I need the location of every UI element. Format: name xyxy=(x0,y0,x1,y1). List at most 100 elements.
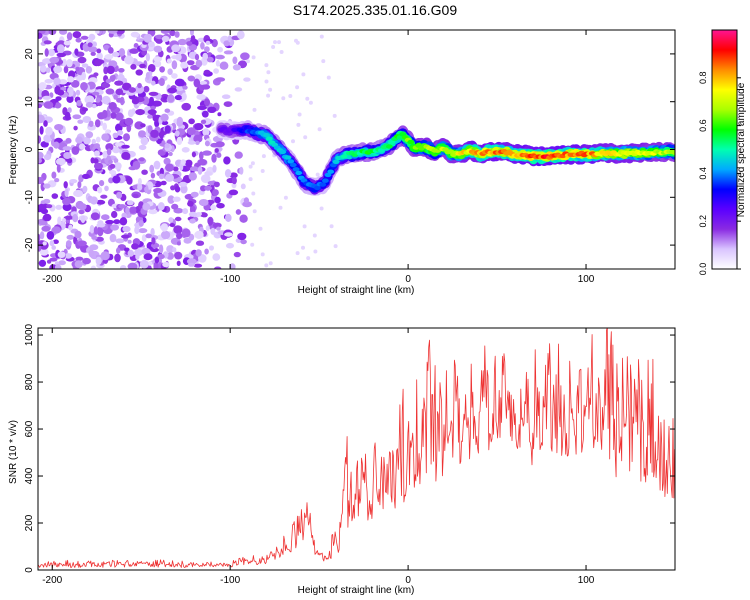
spectrogram-cell xyxy=(295,85,300,90)
spectrogram-cell xyxy=(141,234,147,242)
spectrogram-ridge-cell xyxy=(671,150,675,155)
spectrogram-cell xyxy=(144,186,149,192)
spectrogram-cell xyxy=(164,108,171,113)
spectrogram-cell xyxy=(164,125,171,134)
spectrogram-cell xyxy=(224,169,232,178)
spectrogram-cell xyxy=(104,185,109,192)
spectrogram-cell xyxy=(251,55,256,60)
spectrogram-cell xyxy=(133,43,139,48)
snr-frame xyxy=(37,327,676,571)
spectrogram-cell xyxy=(168,217,174,223)
spectrogram-cell xyxy=(38,82,46,91)
colorbar-tick-label: 0.6 xyxy=(698,119,708,132)
spectrogram-cell xyxy=(93,150,100,157)
y-tick-label: 10 xyxy=(24,96,35,108)
spectrogram-cell xyxy=(112,175,121,184)
spectrogram-cell xyxy=(172,196,181,202)
y-tick-label: 600 xyxy=(24,420,35,437)
spectrogram-cell xyxy=(150,172,156,179)
spectrogram-cell xyxy=(239,214,248,223)
spectrogram-cell xyxy=(171,44,181,53)
spectrogram-cell xyxy=(38,259,47,267)
spectrogram-cell xyxy=(145,72,150,80)
colorbar-tick-label: 0.4 xyxy=(698,167,708,180)
spectrogram-cell xyxy=(217,46,224,53)
spectrogram-ridge-cell xyxy=(265,136,273,141)
spectrogram-cell xyxy=(211,153,217,163)
spectrogram-cell xyxy=(141,169,148,175)
spectrogram-cell xyxy=(55,96,62,101)
spectrogram-cell xyxy=(114,112,124,121)
spectrogram-cell xyxy=(131,108,136,115)
spectrogram-cell xyxy=(77,56,87,64)
spectrogram-cell xyxy=(121,144,130,149)
spectrogram-cell xyxy=(210,204,217,211)
spectrogram-cell xyxy=(212,189,219,196)
spectrogram-cell xyxy=(77,181,82,189)
spectrogram-cell xyxy=(82,185,88,193)
spectrogram-ridge-cell xyxy=(332,159,340,164)
spectrogram-cell xyxy=(266,93,271,98)
spectrogram-cell xyxy=(110,112,117,119)
spectrogram-cell xyxy=(288,94,293,98)
spectrogram-cell xyxy=(75,89,81,96)
x-tick-label: 100 xyxy=(578,274,595,285)
y-tick-label: 0 xyxy=(24,567,35,573)
spectrogram-cell xyxy=(94,59,103,67)
spectrogram-cell xyxy=(111,51,120,58)
spectrogram-cell xyxy=(297,112,302,117)
spectrogram-cell xyxy=(66,32,73,41)
spectrogram-cell xyxy=(62,146,72,151)
spectrogram-cell xyxy=(233,251,241,258)
spectrogram-cell xyxy=(84,95,95,104)
spectrogram-cell xyxy=(65,240,72,247)
snr-y-label: SNR (10 * v/v) xyxy=(8,420,19,484)
spectrogram-cell xyxy=(114,253,121,263)
spectrogram-cell xyxy=(113,219,121,225)
spectrogram-cell xyxy=(221,94,231,99)
spectrogram-cell xyxy=(116,247,121,254)
colorbar-tick-label: 0.2 xyxy=(698,215,708,228)
spectrogram-cell xyxy=(163,157,171,165)
spectrogram-ridge-cell xyxy=(327,169,335,174)
spectrogram-cell xyxy=(189,205,196,214)
spectrogram-cell xyxy=(319,34,324,39)
snr-panel: -200 -100 0 100 0 200 400 600 800 1000 Height of… xyxy=(8,323,676,596)
spectrogram-cell xyxy=(195,249,202,257)
spectrogram-cell xyxy=(77,240,87,247)
spectrogram-cell xyxy=(234,151,243,159)
spectrogram-cell xyxy=(176,120,183,127)
spectrogram-cell xyxy=(130,31,140,38)
spectrogram-cell xyxy=(206,56,214,63)
spectrogram-cell xyxy=(240,52,250,61)
spectrogram-cell xyxy=(124,247,130,252)
spectrogram-cell xyxy=(66,157,73,164)
spectrogram-cell xyxy=(88,249,95,258)
spectrogram-cell xyxy=(174,31,180,38)
spectrogram-cell xyxy=(180,159,186,165)
spectrogram-cell xyxy=(51,245,56,250)
spectrogram-cell xyxy=(181,102,191,111)
spectrogram-cell xyxy=(195,140,200,145)
spectrogram-cell xyxy=(157,202,165,211)
spectrogram-cell xyxy=(95,97,101,103)
spectrogram-cell xyxy=(90,265,97,269)
spectrogram-cell xyxy=(101,95,111,105)
spectrogram-cell xyxy=(176,86,185,91)
spectrogram-cell xyxy=(203,69,211,75)
spectrogram-cell xyxy=(182,85,188,90)
spectrogram-cell xyxy=(204,185,212,191)
spectrogram-cell xyxy=(74,230,82,239)
spectrogram-cell xyxy=(176,241,181,246)
spectrogram-cell xyxy=(217,112,222,117)
spectrogram-cell xyxy=(171,60,178,70)
spectrogram-cell xyxy=(51,171,57,179)
spectrogram-cell xyxy=(205,225,210,232)
spectrogram-cell xyxy=(53,77,61,86)
spectrogram-cell xyxy=(168,151,173,157)
spectrogram-cell xyxy=(164,142,170,149)
spectrogram-cell xyxy=(74,260,83,268)
spectrogram-cell xyxy=(116,97,124,103)
spectrogram-cell xyxy=(283,195,288,200)
spectrogram-ridge-cell xyxy=(388,140,396,145)
